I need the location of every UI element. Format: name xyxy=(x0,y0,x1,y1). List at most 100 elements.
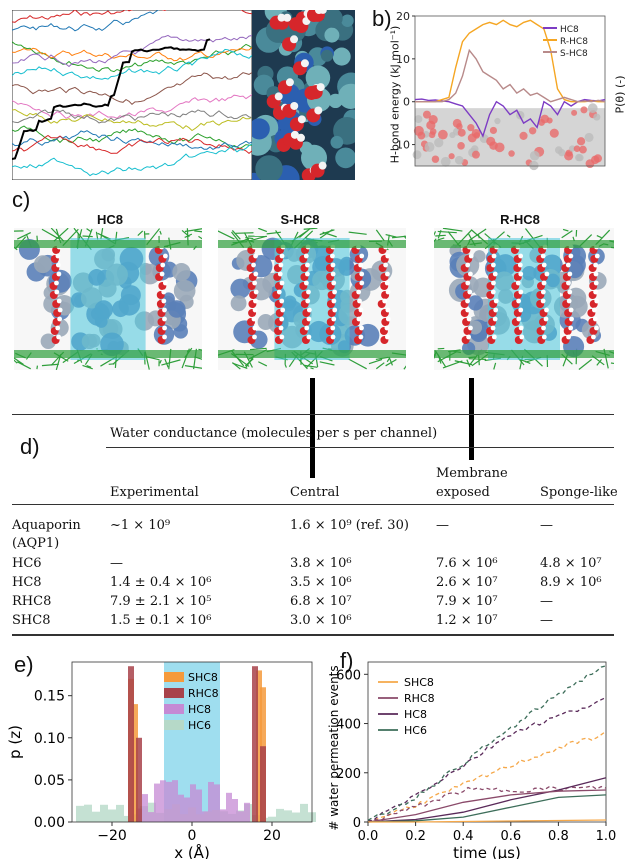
hydrogen-atom xyxy=(285,78,294,87)
water-hydrogen xyxy=(467,289,473,295)
cell-sponge: 8.9 × 10⁶ xyxy=(540,575,602,590)
y-tick-label: 0.05 xyxy=(34,773,65,789)
water-hydrogen xyxy=(540,298,546,304)
water-hydrogen xyxy=(566,334,571,340)
legend-label: SHC8 xyxy=(404,676,434,689)
water-hydrogen xyxy=(516,316,522,322)
legend-label: HC8 xyxy=(560,25,579,35)
water-hydrogen xyxy=(541,280,547,286)
water-hydrogen xyxy=(252,280,258,286)
water-hydrogen xyxy=(490,289,496,295)
channel-region xyxy=(274,238,350,360)
series-solid-line xyxy=(367,777,607,823)
membrane-mesh xyxy=(14,228,202,370)
water-hydrogen xyxy=(540,289,546,295)
water-hydrogen xyxy=(490,262,496,268)
carbon-atom xyxy=(173,279,196,302)
row-name: HC8 xyxy=(12,575,42,590)
water-hydrogen xyxy=(568,307,574,313)
water-hydrogen xyxy=(491,334,497,340)
water-hydrogen xyxy=(593,289,599,295)
atom xyxy=(305,65,331,90)
water-hydrogen xyxy=(565,262,571,268)
water-hydrogen xyxy=(331,316,337,322)
y-axis-label: p (z) xyxy=(6,725,24,759)
water-hydrogen xyxy=(592,316,598,322)
trace-line xyxy=(11,130,253,150)
water-hydrogen xyxy=(252,325,258,331)
series-dashed-rhc8 xyxy=(367,785,607,823)
water-hydrogen xyxy=(162,280,168,286)
y-tick-label: -10 xyxy=(395,139,410,152)
water-hydrogen xyxy=(594,253,600,259)
col-header-membrane-1: Membrane xyxy=(436,466,508,481)
carbon-atom xyxy=(257,314,274,331)
cell-membrane: 1.2 × 10⁷ xyxy=(436,613,498,628)
water-hydrogen xyxy=(490,325,496,331)
bar-hc8 xyxy=(190,784,196,822)
table-header-main: Water conductance (molecules per s per c… xyxy=(110,426,438,441)
water-hydrogen xyxy=(465,298,470,304)
x-axis-label: x (Å) xyxy=(174,843,210,859)
water-hydrogen xyxy=(465,307,471,313)
water-hydrogen xyxy=(332,307,338,313)
y-tick-label: 0.00 xyxy=(34,815,65,831)
y-tick-label: 20 xyxy=(396,10,410,23)
bar-hc8 xyxy=(202,811,208,822)
water-hydrogen xyxy=(384,280,390,286)
table-top-rule xyxy=(12,414,614,415)
water-hydrogen xyxy=(540,253,546,259)
table-row: RHC8 7.9 ± 2.1 × 10⁵ 6.8 × 10⁷ 7.9 × 10⁷ — xyxy=(12,594,614,613)
series-line-s-hc8 xyxy=(415,48,606,103)
water-hydrogen xyxy=(56,298,62,304)
water-hydrogen xyxy=(251,262,256,268)
legend-swatch xyxy=(164,704,184,714)
water-hydrogen xyxy=(330,262,336,268)
water-hydrogen xyxy=(162,334,167,340)
water-hydrogen xyxy=(593,271,599,277)
row-name: HC6 xyxy=(12,556,42,571)
table-bottom-rule xyxy=(12,634,614,636)
col-header-central: Central xyxy=(290,485,340,500)
bar-hc8 xyxy=(226,792,232,822)
water-hydrogen xyxy=(518,271,524,277)
water-hydrogen xyxy=(280,307,286,313)
row-name: SHC8 xyxy=(12,613,51,628)
bar-rhc8 xyxy=(136,737,142,822)
bar-hc6 xyxy=(268,816,276,822)
water-hydrogen xyxy=(541,262,547,268)
water-hydrogen xyxy=(358,307,364,313)
water-hydrogen xyxy=(594,325,599,331)
panel-b-chart: -10 0 10 20 HC8 R-HC8 S-HC8 xyxy=(395,10,606,171)
atom xyxy=(324,27,340,43)
series-solid-line xyxy=(367,794,607,823)
water-hydrogen xyxy=(516,298,522,304)
water-hydrogen xyxy=(332,289,337,295)
water-hydrogen xyxy=(163,253,168,259)
bar-hc8 xyxy=(208,781,214,822)
bar-hc8 xyxy=(178,794,184,822)
water-hydrogen xyxy=(253,298,258,304)
cell-experimental: ~1 × 10⁹ xyxy=(110,518,171,533)
legend-swatch xyxy=(164,672,184,682)
water-hydrogen xyxy=(356,289,362,295)
water-hydrogen xyxy=(382,298,388,304)
x-tick-label: 0.0 xyxy=(358,829,379,844)
row-name-sub: (AQP1) xyxy=(12,536,60,551)
x-tick-label: 0.6 xyxy=(500,829,521,844)
carbon-atom xyxy=(172,262,191,282)
water-hydrogen xyxy=(541,325,546,331)
water-hydrogen xyxy=(491,280,496,286)
bar-hc8 xyxy=(172,780,178,822)
water-hydrogen xyxy=(303,280,309,286)
water-hydrogen xyxy=(544,271,550,277)
water-hydrogen xyxy=(277,271,283,277)
atom xyxy=(252,118,270,140)
hydrogen-atom xyxy=(290,35,299,44)
trace-line xyxy=(11,41,253,73)
snapshot-rhc8 xyxy=(434,228,614,370)
bar-hc8 xyxy=(232,799,238,822)
water-hydrogen xyxy=(491,253,497,259)
annotation-bar-membrane xyxy=(469,378,474,460)
x-axis-label: time (μs) xyxy=(453,844,521,859)
